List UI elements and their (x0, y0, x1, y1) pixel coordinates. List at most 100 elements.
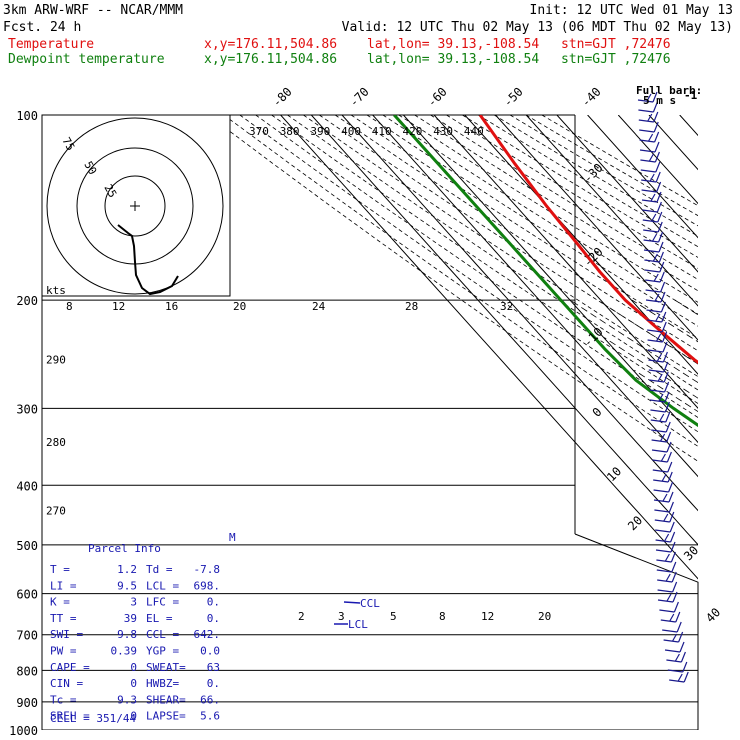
wind-barb (639, 131, 660, 143)
theta-label: 410 (372, 125, 392, 138)
parcel-row-value: 0 (130, 677, 137, 690)
dry-adiabat (223, 115, 698, 447)
isotherm-line (403, 115, 698, 444)
isotherm-line (617, 115, 698, 205)
wind-barb (649, 391, 670, 403)
pressure-label: 100 (16, 109, 38, 123)
isotherm-label: 30 (681, 543, 701, 563)
parcel-row-value: -7.8 (194, 563, 221, 576)
parcel-row-value: 5.6 (200, 710, 220, 723)
ccl-label: CCL (360, 597, 380, 610)
parcel-row-label: LCL = (146, 579, 179, 592)
parcel-row-value: 0.0 (200, 645, 220, 658)
parcel-row-value: 0 (130, 710, 137, 723)
dry-adiabat (334, 115, 698, 352)
mixing-ratio-label: 5 (390, 610, 397, 623)
wind-barb (649, 381, 670, 393)
pressure-label: 900 (16, 696, 38, 710)
wind-barb (655, 541, 676, 553)
theta-label: 370 (249, 125, 269, 138)
wind-barb (647, 321, 667, 333)
dry-adiabat (509, 115, 698, 227)
wind-barb (654, 511, 675, 523)
model-title: 3km ARW-WRF -- NCAR/MMM (3, 3, 183, 18)
wind-barb (648, 361, 669, 373)
isotherm-line (556, 115, 698, 273)
dry-adiabat (350, 115, 698, 339)
parcel-info-panel: Parcel Info T = 1.2 Td = -7.8 LI = 9.5 LCL = 69… (50, 542, 220, 725)
hodograph-ring (104, 175, 166, 237)
hodograph-units: kts (46, 284, 66, 297)
diagram-grid (42, 115, 740, 730)
wind-barb (657, 571, 677, 583)
parcel-row-label: LFC = (146, 596, 179, 609)
wind-barb (653, 491, 674, 503)
speed-label: 12 (112, 300, 125, 313)
wind-barb (652, 451, 672, 463)
theta-label: 380 (280, 125, 300, 138)
wind-barb (657, 591, 678, 603)
isotherm-line (710, 115, 740, 730)
parcel-row-label: SREH = (50, 710, 90, 723)
wind-barb (657, 581, 678, 593)
parcel-row-value: 642. (194, 628, 221, 641)
parcel-row-label: SHEAR= (146, 693, 186, 706)
parcel-row-value: 1.2 (117, 563, 137, 576)
wind-barb (653, 471, 673, 483)
isotherm-label: 0 (590, 405, 605, 420)
wind-barb (660, 611, 681, 623)
wind-legend-exponent: -1 (684, 89, 698, 102)
wind-barb (642, 211, 663, 223)
dry-adiabat (493, 115, 698, 237)
parcel-row-value: 0.39 (111, 645, 138, 658)
dry-adiabat (319, 115, 698, 365)
dewpoint-legend-label: Dewpoint temperature (8, 52, 165, 67)
temperature-profile (478, 115, 698, 365)
wind-barb (649, 371, 669, 383)
dry-adiabat (398, 115, 698, 303)
hodograph-trace (117, 224, 179, 296)
wind-barb (641, 171, 661, 183)
isotherm-label: -80 (270, 85, 295, 110)
parcel-row-value: 0. (207, 612, 220, 625)
pressure-label: 400 (16, 479, 38, 493)
wind-legend-value: 5 m s (643, 94, 676, 107)
dewpoint-xy: x,y=176.11,504.86 (204, 52, 337, 67)
wind-barb (656, 551, 676, 563)
wind-barb (651, 441, 672, 453)
parcel-row-label: LI = (50, 579, 77, 592)
wind-barb (650, 401, 670, 413)
wind-barb (639, 121, 659, 133)
theta-label: 280 (46, 436, 66, 449)
speed-label: 24 (312, 300, 326, 313)
hodograph-ring-label: 25 (101, 182, 119, 200)
wind-barb (662, 621, 682, 633)
isotherm-line (372, 115, 698, 478)
dry-adiabat (541, 115, 698, 207)
wind-barb (663, 631, 684, 643)
isotherm-line (464, 115, 698, 375)
parcel-row-label: EL = (146, 612, 173, 625)
parcel-row-value: 0. (207, 677, 220, 690)
theta-label: 420 (403, 125, 423, 138)
wind-barbs (637, 91, 689, 683)
theta-label: 430 (433, 125, 453, 138)
parcel-cell: CELL = 351/44 (50, 712, 136, 725)
dry-adiabat (525, 115, 698, 217)
mixing-ratio-label: 3 (338, 610, 345, 623)
dry-adiabat (239, 115, 698, 433)
ccl-marker (343, 601, 361, 604)
wind-barb (650, 411, 671, 423)
wind-barb (667, 661, 688, 673)
parcel-row-label: CCL = (146, 628, 179, 641)
dry-adiabat (414, 115, 698, 292)
parcel-row-label: LAPSE= (146, 710, 186, 723)
wind-barb (645, 291, 666, 303)
wind-barb (646, 311, 667, 323)
parcel-row-value: 9.5 (117, 579, 137, 592)
wind-barb (643, 221, 663, 233)
pressure-label: 300 (16, 402, 38, 416)
m-label: M (229, 531, 236, 544)
